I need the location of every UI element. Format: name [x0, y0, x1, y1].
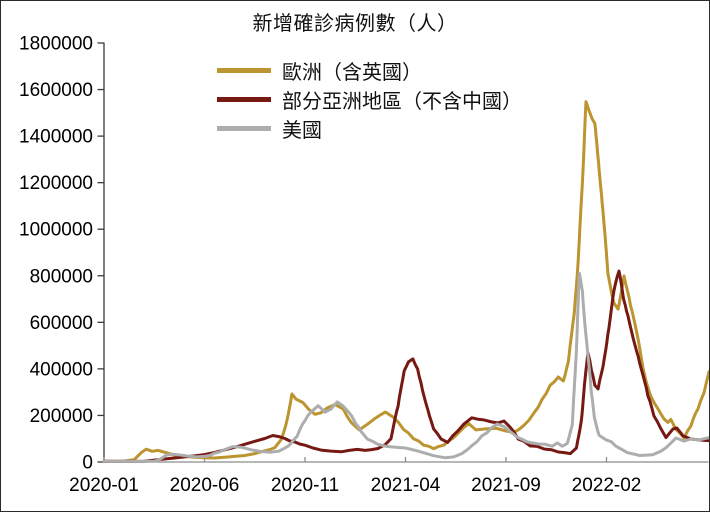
legend-label-europe: 歐洲（含英國） [282, 62, 422, 84]
x-axis-tick-label: 2020-11 [271, 475, 339, 496]
y-axis-tick-label: 600000 [30, 313, 93, 334]
y-axis-tick-label: 0 [82, 453, 93, 474]
y-axis-tick-label: 1400000 [19, 127, 93, 148]
y-axis-tick-label: 1000000 [19, 220, 93, 241]
y-axis-tick-label: 1600000 [19, 80, 93, 101]
x-axis-tick-label: 2022-02 [572, 475, 642, 496]
x-axis-tick-label: 2020-01 [69, 475, 139, 496]
x-axis-tick-label: 2020-06 [170, 475, 240, 496]
series-line-europe [102, 100, 709, 463]
series-line-asia [102, 269, 709, 463]
y-axis-tick-label: 200000 [30, 406, 93, 427]
legend: 歐洲（含英國） 部分亞洲地區（不含中國） 美國 [217, 56, 522, 143]
y-axis-tick-label: 1200000 [19, 173, 93, 194]
chart-title: 新增確診病例數（人） [252, 13, 458, 35]
legend-line-swatch-asia [217, 97, 271, 102]
series-line-us [102, 271, 709, 463]
legend-line-swatch-us [217, 126, 271, 131]
x-axis-tick-label: 2021-04 [371, 475, 441, 496]
legend-line-swatch-europe [217, 68, 271, 73]
y-axis-tick-label: 1800000 [19, 34, 93, 55]
y-axis-tick-label: 400000 [30, 359, 93, 380]
legend-label-us: 美國 [282, 120, 322, 142]
legend-item-us: 美國 [217, 114, 522, 143]
legend-item-asia: 部分亞洲地區（不含中國） [217, 85, 522, 114]
x-axis-tick-label: 2021-09 [471, 475, 541, 496]
legend-item-europe: 歐洲（含英國） [217, 56, 522, 85]
legend-label-asia: 部分亞洲地區（不含中國） [282, 91, 522, 113]
y-axis-tick-label: 800000 [30, 266, 93, 287]
